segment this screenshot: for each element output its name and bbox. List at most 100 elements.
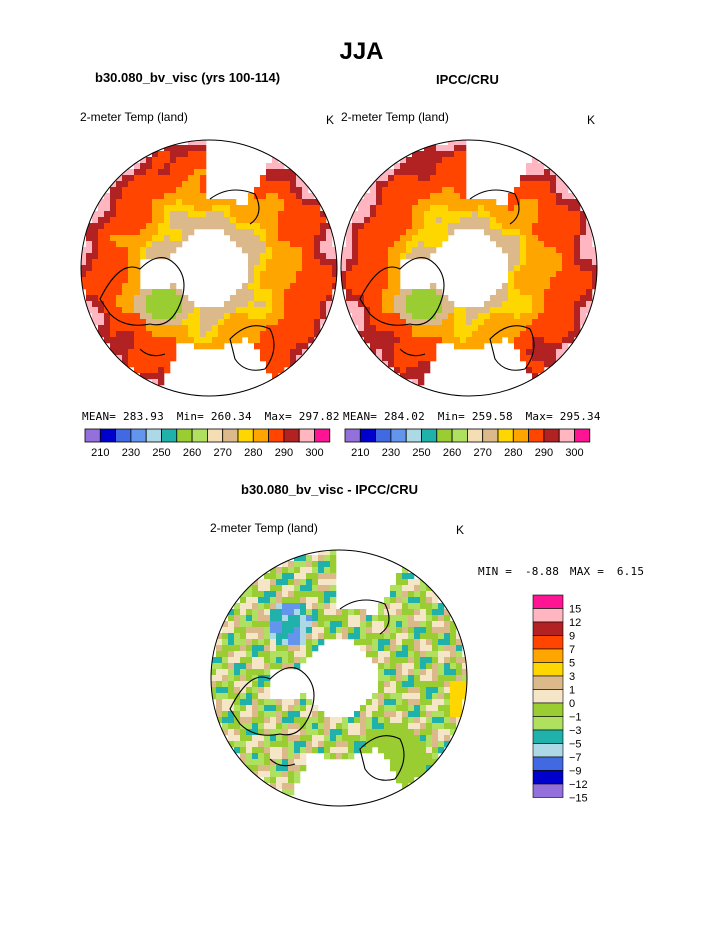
- panel1-colorbar-tick: 260: [183, 447, 201, 459]
- panel2-min-label: Min=: [437, 410, 466, 423]
- panel3-colorbar-tick: −9: [569, 766, 582, 778]
- panel1-mean-value: 283.93: [122, 410, 164, 423]
- panel1-colorbar-swatch: [161, 428, 178, 443]
- panel3-colorbar-swatch: [532, 635, 564, 650]
- panel1-colorbar-swatch: [252, 428, 270, 443]
- panel2-colorbar-swatch: [405, 428, 422, 443]
- panel3-stats: MIN = -8.88 MAX = 6.15: [478, 565, 644, 578]
- panel1-colorbar-tick: 230: [122, 447, 140, 459]
- panel2-colorbar-swatch: [574, 428, 591, 443]
- panel1-colorbar-tick: 280: [244, 447, 262, 459]
- panel3-min-label: MIN =: [478, 565, 513, 578]
- panel2-stats: MEAN= 284.02 Min= 259.58 Max= 295.34: [343, 410, 601, 423]
- panel2-colorbar-swatch: [558, 428, 575, 443]
- diff-panel-title: b30.080_bv_visc - IPCC/CRU: [241, 482, 419, 497]
- panel3-colorbar-tick: 5: [569, 658, 575, 670]
- panel2-colorbar-swatch: [421, 428, 438, 443]
- panel2-coastline: [359, 189, 535, 371]
- panel1-colorbar: 210 230 250 260 270 280 290 300: [84, 428, 331, 459]
- panel1-colorbar-swatch: [207, 428, 224, 443]
- panel3-max-value: 6.15: [616, 565, 645, 578]
- panel3-colorbar-swatch: [532, 702, 564, 717]
- panel3-variable-label: 2-meter Temp (land): [210, 521, 318, 535]
- panel1-max-value: 297.82: [298, 410, 340, 423]
- panel1-variable-label: 2-meter Temp (land): [80, 110, 188, 124]
- panel3-colorbar-tick: −12: [569, 779, 588, 791]
- panel3-colorbar-tick: −3: [569, 725, 582, 737]
- panel2-colorbar-swatch: [359, 428, 377, 443]
- panel3-colorbar-swatch: [532, 662, 564, 677]
- panel3-max-label: MAX =: [569, 565, 605, 578]
- panel2-colorbar: 210 230 250 260 270 280 290 300: [344, 428, 591, 459]
- panel1-colorbar-swatch: [176, 428, 193, 443]
- page-title: JJA: [339, 38, 384, 65]
- panel1-colorbar-swatch: [298, 428, 315, 443]
- panel1-colorbar-tick: 290: [275, 447, 293, 459]
- panel3-colorbar-tick: 15: [569, 604, 581, 616]
- panel3-colorbar-swatch: [532, 689, 564, 704]
- panel3-colorbar-swatch: [532, 621, 564, 636]
- panel1-colorbar-swatch: [222, 428, 239, 443]
- panel2-colorbar-tick: 280: [504, 447, 522, 459]
- panel2-mean-value: 284.02: [383, 410, 425, 423]
- panel1-mean-label: MEAN=: [82, 410, 117, 423]
- panel3-colorbar-tick: 9: [569, 631, 575, 643]
- panel1-colorbar-swatch: [99, 428, 117, 443]
- panel2-colorbar-tick: 290: [535, 447, 553, 459]
- panel1-colorbar-swatch: [314, 428, 331, 443]
- panel2-colorbar-swatch: [512, 428, 530, 443]
- panel1-units-label: K: [326, 113, 335, 127]
- panel2-colorbar-tick: 230: [382, 447, 400, 459]
- panel2-colorbar-swatch: [344, 428, 361, 443]
- panel2-colorbar-tick: 300: [565, 447, 583, 459]
- panel2-colorbar-swatch: [436, 428, 453, 443]
- panel3-colorbar-tick: 1: [569, 685, 575, 697]
- panel3-colorbar-swatch: [532, 716, 564, 731]
- panel3-colorbar-swatch: [532, 770, 564, 785]
- panel2-map: [340, 139, 598, 397]
- panel1-min-label: Min=: [176, 410, 205, 423]
- panel1-map: [80, 139, 338, 397]
- panel1-colorbar-tick: 250: [152, 447, 170, 459]
- panel3-colorbar-swatch: [532, 729, 564, 744]
- panel1-map-border: [80, 139, 338, 397]
- panel3-colorbar-swatch: [532, 675, 564, 690]
- panel1-colorbar-tick: 270: [214, 447, 232, 459]
- panel1-colorbar-swatch: [191, 428, 208, 443]
- panel3-colorbar-swatch: [532, 594, 564, 609]
- panel2-colorbar-tick: 250: [412, 447, 430, 459]
- panel1-stats: MEAN= 283.93 Min= 260.34 Max= 297.82: [82, 410, 340, 423]
- panel1-colorbar-swatch: [115, 428, 132, 443]
- panel3-colorbar-tick: 12: [569, 617, 581, 629]
- panel1-colorbar-swatch: [84, 428, 101, 443]
- panel2-colorbar-swatch: [451, 428, 468, 443]
- panel2-colorbar-tick: 260: [443, 447, 461, 459]
- panel3-units-label: K: [456, 523, 465, 537]
- panel2-variable-label: 2-meter Temp (land): [341, 110, 449, 124]
- panel3-colorbar-tick: 7: [569, 644, 575, 656]
- panel2-colorbar-swatch: [375, 428, 392, 443]
- panel2-colorbar-swatch: [543, 428, 560, 443]
- panel3-map-border: [210, 549, 468, 807]
- panel1-colorbar-swatch: [237, 428, 254, 443]
- panel1-max-label: Max=: [264, 410, 292, 423]
- panel1-colorbar-tick: 300: [305, 447, 323, 459]
- panel3-colorbar-swatch: [532, 783, 564, 798]
- panel3-colorbar-tick: −5: [569, 739, 582, 751]
- panel3-min-value: -8.88: [524, 565, 560, 578]
- panel3-colorbar-tick: −15: [569, 793, 588, 805]
- panel1-min-value: 260.34: [210, 410, 252, 423]
- panel2-colorbar-tick: 270: [474, 447, 492, 459]
- panel3-colorbar-tick: −7: [569, 752, 582, 764]
- panel3-colorbar-swatch: [532, 743, 564, 758]
- panel2-map-border: [340, 139, 598, 397]
- panel2-units-label: K: [587, 113, 596, 127]
- left-panel-title: b30.080_bv_visc (yrs 100-114): [95, 70, 281, 85]
- panel2-colorbar-swatch: [497, 428, 514, 443]
- panel3-coastline: [229, 599, 405, 781]
- panel2-colorbar-swatch: [482, 428, 499, 443]
- panel2-colorbar-tick: 210: [351, 447, 369, 459]
- panel1-coastline: [99, 189, 275, 371]
- panel2-colorbar-swatch: [390, 428, 407, 443]
